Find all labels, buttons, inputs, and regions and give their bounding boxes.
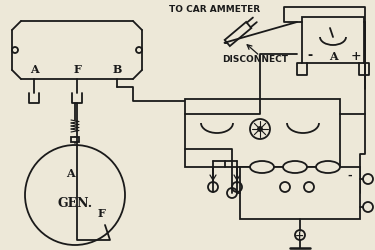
Bar xyxy=(71,138,79,142)
Text: +: + xyxy=(296,230,304,240)
Text: F: F xyxy=(73,64,81,75)
Text: -: - xyxy=(308,49,313,62)
Text: DISCONNECT: DISCONNECT xyxy=(222,55,288,64)
Ellipse shape xyxy=(250,161,274,173)
Text: F: F xyxy=(97,208,105,219)
Text: TO CAR AMMETER: TO CAR AMMETER xyxy=(170,6,261,15)
Text: -: - xyxy=(348,170,352,180)
Bar xyxy=(302,18,364,64)
Text: GEN.: GEN. xyxy=(57,197,93,210)
Bar xyxy=(185,100,340,167)
Circle shape xyxy=(258,128,262,132)
Ellipse shape xyxy=(283,161,307,173)
Text: B: B xyxy=(112,64,122,75)
Polygon shape xyxy=(225,23,251,47)
Text: +: + xyxy=(351,49,361,62)
Polygon shape xyxy=(12,22,142,80)
Text: A: A xyxy=(328,50,338,61)
Ellipse shape xyxy=(316,161,340,173)
Text: A: A xyxy=(66,168,74,179)
Text: A: A xyxy=(30,64,38,75)
Bar xyxy=(240,167,360,219)
